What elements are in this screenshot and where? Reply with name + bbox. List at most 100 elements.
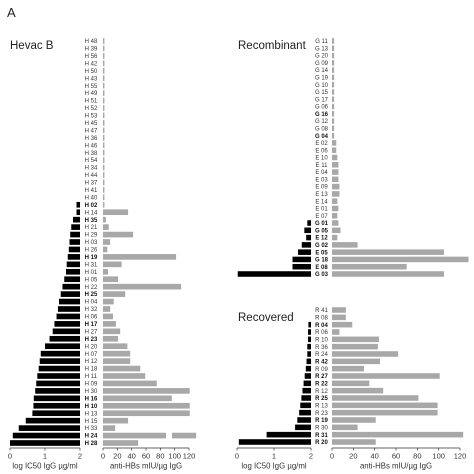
row-label: R 42 bbox=[315, 359, 328, 365]
log-ic50-bar bbox=[299, 409, 311, 416]
row-label: H 23 bbox=[85, 337, 98, 343]
anti-hbs-bar bbox=[103, 209, 129, 216]
row-label: G 06 bbox=[315, 105, 329, 111]
log-ic50-bar bbox=[73, 216, 80, 223]
anti-hbs-bar bbox=[332, 169, 339, 175]
anti-hbs-bar bbox=[332, 256, 469, 263]
row-label: H 52 bbox=[85, 106, 98, 112]
anti-hbs-tick-label: 40 bbox=[370, 452, 378, 461]
row-label: E 09 bbox=[315, 185, 328, 191]
row-label: R 06 bbox=[315, 330, 328, 336]
log-ic50-bar bbox=[298, 249, 311, 255]
panel-recovered: Recovered R 41R 08R 04R 06R 10R 36R 24R … bbox=[235, 307, 467, 471]
anti-hbs-bar bbox=[103, 313, 114, 320]
row-label: G 02 bbox=[315, 243, 329, 249]
anti-hbs-bar bbox=[332, 417, 376, 423]
log-ic50-bar bbox=[307, 351, 311, 357]
row-label: H 28 bbox=[85, 441, 98, 447]
anti-hbs-bar bbox=[103, 120, 105, 126]
row-label: H 03 bbox=[85, 240, 98, 246]
anti-hbs-bar bbox=[103, 67, 105, 74]
anti-hbs-bar bbox=[332, 358, 380, 365]
panel-title: Hevac B bbox=[10, 40, 54, 52]
log-ic50-bar bbox=[302, 387, 311, 394]
anti-hbs-bar bbox=[332, 67, 335, 73]
row-label: H 54 bbox=[85, 158, 98, 164]
row-label: H 47 bbox=[85, 128, 98, 134]
anti-hbs-bar bbox=[332, 81, 335, 88]
anti-hbs-tick-label: 60 bbox=[142, 452, 150, 461]
log-ic50-bar bbox=[295, 424, 311, 431]
row-label: H 55 bbox=[85, 84, 98, 90]
anti-hbs-bar bbox=[103, 388, 190, 394]
row-label: H 35 bbox=[85, 218, 98, 224]
anti-hbs-bar bbox=[332, 395, 419, 401]
row-label: E 13 bbox=[315, 192, 328, 198]
row-label: R 27 bbox=[315, 374, 328, 380]
log-ic50-bar bbox=[304, 373, 311, 379]
anti-hbs-bar bbox=[332, 343, 378, 350]
anti-hbs-bar bbox=[103, 261, 122, 268]
log-ic50-bar bbox=[266, 431, 311, 438]
hevac-b-bars: H 48 H 39H 56H 42 H 50H 43 H 55H 49 H 51H 52… bbox=[8, 38, 197, 471]
row-label: H 21 bbox=[85, 225, 98, 231]
log-ic50-bar bbox=[62, 283, 80, 290]
anti-hbs-bar bbox=[103, 231, 134, 238]
log-ic50-tick-label: 2 bbox=[78, 452, 82, 461]
log-ic50-bar bbox=[49, 335, 80, 342]
anti-hbs-bar bbox=[103, 395, 172, 402]
row-label: E 06 bbox=[315, 148, 328, 154]
log-ic50-bar bbox=[292, 263, 311, 270]
log-ic50-tick-label: 0 bbox=[8, 452, 12, 461]
row-label: H 10 bbox=[85, 404, 98, 410]
anti-hbs-bar bbox=[332, 424, 358, 431]
anti-hbs-bar bbox=[332, 351, 399, 357]
row-label: E 01 bbox=[315, 207, 328, 213]
log-ic50-bar bbox=[69, 239, 80, 245]
anti-hbs-bar bbox=[332, 431, 464, 438]
anti-hbs-bar bbox=[103, 157, 105, 163]
row-label: H 46 bbox=[85, 143, 98, 149]
recovered-bars: R 41R 08 R 04R 06R 10 R 36R 24R 42 R 09R 27… bbox=[235, 307, 467, 471]
row-label: H 02 bbox=[85, 203, 98, 209]
anti-hbs-tick-label: 40 bbox=[127, 452, 135, 461]
row-label: R 12 bbox=[315, 389, 328, 395]
log-ic50-bar bbox=[57, 306, 80, 312]
anti-hbs-bar bbox=[103, 172, 105, 178]
log-ic50-bar bbox=[33, 402, 80, 409]
anti-hbs-bar bbox=[332, 380, 370, 387]
row-label: H 16 bbox=[85, 396, 98, 402]
row-label: G 08 bbox=[315, 126, 329, 132]
anti-hbs-tick-label: 0 bbox=[330, 452, 334, 461]
anti-hbs-bar bbox=[332, 212, 338, 219]
row-label: H 45 bbox=[85, 121, 98, 127]
row-label: H 14 bbox=[85, 210, 98, 216]
row-label: E 02 bbox=[315, 141, 328, 147]
log-ic50-bar bbox=[68, 246, 80, 253]
log-ic50-bar bbox=[306, 358, 311, 365]
row-label: R 30 bbox=[315, 425, 328, 431]
log-ic50-bar bbox=[76, 209, 80, 216]
row-label: H 42 bbox=[85, 61, 98, 67]
anti-hbs-bar bbox=[103, 402, 190, 409]
anti-hbs-bar bbox=[332, 439, 376, 445]
row-label: H 05 bbox=[85, 277, 98, 283]
anti-hbs-bar bbox=[103, 179, 105, 186]
row-label: R 10 bbox=[315, 337, 328, 343]
anti-hbs-bar bbox=[103, 194, 105, 201]
row-label: H 26 bbox=[85, 248, 98, 254]
log-ic50-bar bbox=[64, 276, 80, 283]
anti-hbs-bar bbox=[332, 263, 407, 270]
row-label: H 13 bbox=[85, 411, 98, 417]
panel-hevac-b: Hevac B H 48 H 39H 56H 42 H 50H 43 H 55H 49… bbox=[8, 38, 197, 471]
row-label: H 25 bbox=[85, 292, 98, 298]
recombinant-bars: G 11G 13 G 20G 09G 14 G 19G 10G 15G 17 G 06… bbox=[237, 38, 469, 278]
row-label: H 40 bbox=[85, 195, 98, 201]
row-label: H 27 bbox=[85, 329, 98, 335]
anti-hbs-bar bbox=[332, 147, 337, 153]
row-label: E 04 bbox=[315, 170, 328, 176]
row-label: H 31 bbox=[85, 262, 98, 268]
anti-hbs-bar bbox=[332, 38, 335, 44]
anti-hbs-tick-label: 120 bbox=[454, 452, 467, 461]
anti-hbs-bar bbox=[103, 38, 105, 44]
